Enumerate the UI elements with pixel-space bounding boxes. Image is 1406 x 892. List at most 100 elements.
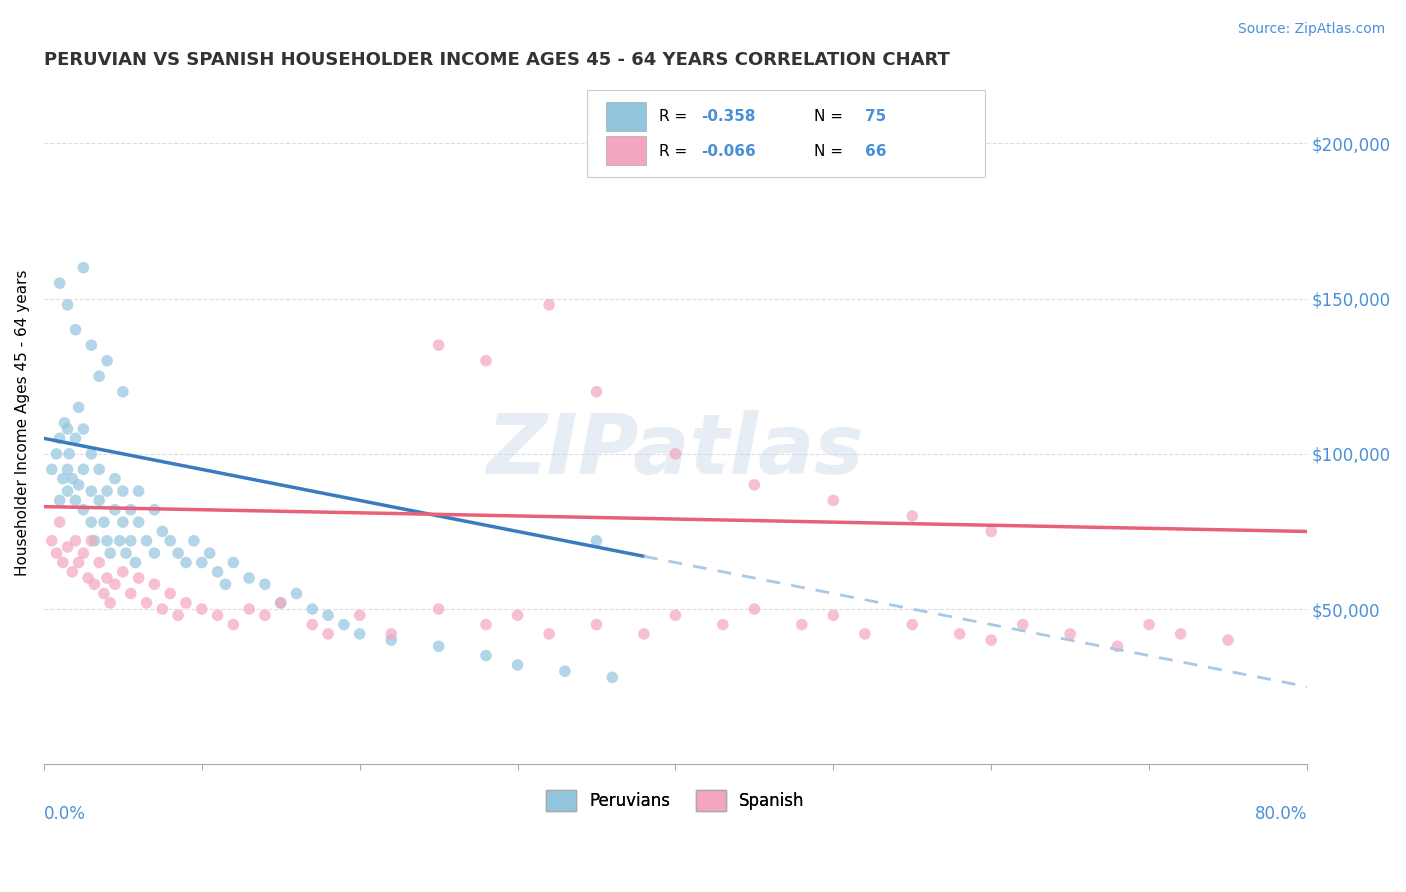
Point	[60, 565, 83, 579]
Point	[316, 608, 339, 623]
Point	[167, 546, 190, 560]
Point	[1059, 627, 1081, 641]
Point	[72, 422, 94, 436]
Point	[89, 369, 111, 384]
Point	[120, 533, 142, 548]
Text: 66: 66	[865, 144, 886, 159]
Point	[56, 540, 79, 554]
Point	[128, 571, 150, 585]
Text: -0.066: -0.066	[700, 144, 755, 159]
Point	[115, 546, 138, 560]
Point	[41, 462, 63, 476]
Text: N =: N =	[814, 144, 844, 159]
Point	[72, 502, 94, 516]
Y-axis label: Householder Income Ages 45 - 64 years: Householder Income Ages 45 - 64 years	[15, 269, 30, 576]
Point	[554, 664, 576, 678]
Point	[333, 617, 356, 632]
Text: -0.358: -0.358	[700, 110, 755, 124]
Point	[104, 472, 127, 486]
Point	[901, 617, 924, 632]
Text: ZIPatlas: ZIPatlas	[486, 409, 865, 491]
FancyBboxPatch shape	[606, 136, 647, 165]
Point	[48, 276, 70, 290]
Point	[67, 401, 90, 415]
Point	[980, 633, 1002, 648]
Point	[45, 447, 67, 461]
Point	[98, 596, 121, 610]
Point	[207, 565, 229, 579]
Point	[238, 571, 260, 585]
Point	[349, 627, 371, 641]
Point	[56, 462, 79, 476]
Point	[744, 478, 766, 492]
Point	[143, 502, 166, 516]
Point	[111, 484, 134, 499]
Point	[664, 447, 686, 461]
FancyBboxPatch shape	[606, 102, 647, 130]
Point	[253, 608, 276, 623]
Point	[222, 556, 245, 570]
Point	[89, 493, 111, 508]
Point	[96, 353, 118, 368]
Point	[128, 515, 150, 529]
Point	[96, 484, 118, 499]
Point	[56, 422, 79, 436]
Point	[45, 546, 67, 560]
Point	[380, 633, 402, 648]
Point	[475, 353, 498, 368]
Point	[65, 533, 87, 548]
Point	[150, 602, 173, 616]
Point	[853, 627, 876, 641]
Point	[52, 472, 75, 486]
Point	[83, 577, 105, 591]
Point	[96, 571, 118, 585]
Point	[124, 556, 146, 570]
Point	[285, 586, 308, 600]
Point	[198, 546, 221, 560]
Point	[67, 478, 90, 492]
Point	[301, 617, 323, 632]
Point	[744, 602, 766, 616]
Point	[56, 298, 79, 312]
Point	[270, 596, 292, 610]
Point	[80, 338, 103, 352]
Text: 80.0%: 80.0%	[1254, 805, 1308, 823]
Point	[1170, 627, 1192, 641]
Point	[901, 508, 924, 523]
Point	[72, 260, 94, 275]
Point	[80, 533, 103, 548]
Point	[72, 546, 94, 560]
Text: R =: R =	[659, 144, 688, 159]
Point	[58, 447, 80, 461]
Point	[1011, 617, 1033, 632]
Point	[301, 602, 323, 616]
Point	[585, 384, 607, 399]
Text: PERUVIAN VS SPANISH HOUSEHOLDER INCOME AGES 45 - 64 YEARS CORRELATION CHART: PERUVIAN VS SPANISH HOUSEHOLDER INCOME A…	[44, 51, 950, 69]
Point	[80, 484, 103, 499]
Point	[159, 586, 181, 600]
Point	[128, 484, 150, 499]
Point	[65, 493, 87, 508]
Point	[56, 484, 79, 499]
Point	[150, 524, 173, 539]
Point	[120, 586, 142, 600]
Point	[823, 608, 845, 623]
Point	[506, 608, 529, 623]
Point	[427, 338, 450, 352]
Point	[270, 596, 292, 610]
Point	[633, 627, 655, 641]
Text: R =: R =	[659, 110, 688, 124]
Text: Source: ZipAtlas.com: Source: ZipAtlas.com	[1237, 22, 1385, 37]
Point	[120, 502, 142, 516]
Point	[89, 462, 111, 476]
Point	[427, 640, 450, 654]
Point	[222, 617, 245, 632]
Point	[475, 648, 498, 663]
Point	[538, 298, 561, 312]
Point	[80, 447, 103, 461]
Point	[104, 577, 127, 591]
Point	[506, 657, 529, 672]
Point	[65, 431, 87, 445]
Point	[48, 493, 70, 508]
Point	[427, 602, 450, 616]
